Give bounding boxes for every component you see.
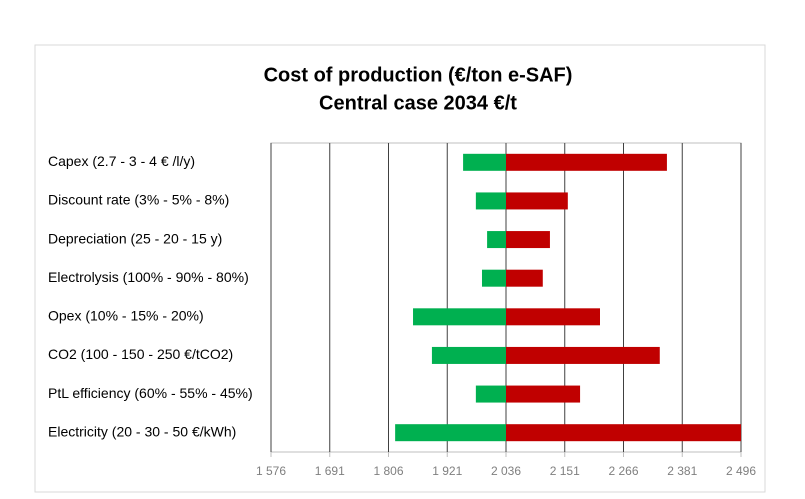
bar xyxy=(413,308,506,326)
category-label: Electrolysis (100% - 90% - 80%) xyxy=(48,269,249,285)
category-label: Electricity (20 - 30 - 50 €/kWh) xyxy=(48,423,236,439)
x-tick-label: 1 806 xyxy=(373,464,403,478)
x-tick-label: 1 691 xyxy=(315,464,345,478)
chart-title: Cost of production (€/ton e-SAF) xyxy=(264,64,573,86)
bar xyxy=(475,192,506,210)
bar xyxy=(506,192,568,210)
bar xyxy=(506,269,543,287)
bar xyxy=(463,153,506,171)
chart-subtitle: Central case 2034 €/t xyxy=(319,92,517,114)
category-label: CO2 (100 - 150 - 250 €/tCO2) xyxy=(48,346,233,362)
bar xyxy=(506,231,550,249)
category-label: Opex (10% - 15% - 20%) xyxy=(48,308,204,324)
bar xyxy=(481,269,506,287)
x-tick-label: 2 381 xyxy=(667,464,697,478)
bar xyxy=(395,424,506,442)
bar xyxy=(431,346,506,364)
category-label: Capex (2.7 - 3 - 4 € /l/y) xyxy=(48,153,195,169)
x-tick-label: 2 496 xyxy=(726,464,756,478)
bar xyxy=(506,385,581,403)
category-label: Discount rate (3% - 5% - 8%) xyxy=(48,192,229,208)
bar xyxy=(506,424,741,442)
bar xyxy=(506,308,600,326)
category-label: PtL efficiency (60% - 55% - 45%) xyxy=(48,385,253,401)
x-tick-label: 1 576 xyxy=(256,464,286,478)
bar xyxy=(506,153,667,171)
bar xyxy=(506,346,660,364)
x-tick-label: 2 036 xyxy=(491,464,521,478)
x-tick-label: 2 266 xyxy=(608,464,638,478)
category-label: Depreciation (25 - 20 - 15 y) xyxy=(48,230,222,246)
chart-frame xyxy=(34,44,766,493)
bar xyxy=(487,231,506,249)
x-tick-label: 1 921 xyxy=(432,464,462,478)
x-tick-label: 2 151 xyxy=(550,464,580,478)
bar xyxy=(475,385,506,403)
